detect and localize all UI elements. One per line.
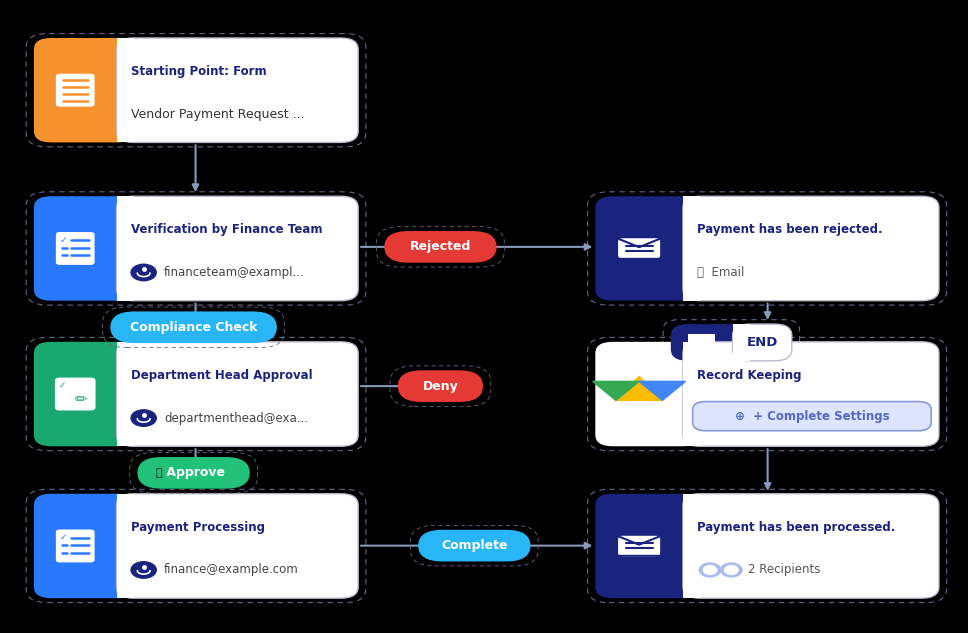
Bar: [733, 324, 750, 361]
Text: ✓: ✓: [60, 533, 67, 542]
FancyBboxPatch shape: [55, 377, 96, 411]
Text: departmenthead@exa...: departmenthead@exa...: [164, 411, 308, 425]
Text: 🔗  Email: 🔗 Email: [698, 266, 744, 279]
Text: 2 Recipients: 2 Recipients: [748, 563, 820, 577]
Text: Deny: Deny: [423, 380, 458, 392]
FancyBboxPatch shape: [619, 536, 659, 556]
Polygon shape: [592, 381, 639, 401]
FancyBboxPatch shape: [56, 529, 95, 562]
Bar: [683, 196, 701, 301]
FancyBboxPatch shape: [137, 457, 250, 489]
FancyBboxPatch shape: [56, 74, 95, 106]
FancyBboxPatch shape: [34, 494, 134, 598]
Circle shape: [721, 563, 742, 577]
Text: Payment has been processed.: Payment has been processed.: [698, 521, 895, 534]
FancyBboxPatch shape: [693, 401, 931, 430]
Text: Starting Point: Form: Starting Point: Form: [131, 65, 267, 78]
Text: END: END: [746, 336, 778, 349]
Text: Complete: Complete: [441, 539, 507, 552]
Polygon shape: [616, 376, 662, 401]
Circle shape: [131, 561, 156, 578]
FancyBboxPatch shape: [595, 494, 701, 598]
FancyBboxPatch shape: [683, 342, 939, 446]
FancyBboxPatch shape: [398, 370, 483, 402]
FancyBboxPatch shape: [733, 324, 792, 361]
Bar: [683, 494, 701, 598]
Text: 🌿: 🌿: [155, 468, 162, 478]
Polygon shape: [618, 379, 660, 399]
FancyBboxPatch shape: [619, 239, 659, 258]
FancyBboxPatch shape: [116, 196, 358, 301]
Bar: [683, 342, 701, 446]
FancyBboxPatch shape: [34, 196, 134, 301]
Circle shape: [131, 264, 156, 280]
Text: Department Head Approval: Department Head Approval: [131, 369, 313, 382]
Text: finance@example.com: finance@example.com: [164, 563, 299, 577]
Text: Verification by Finance Team: Verification by Finance Team: [131, 223, 322, 236]
FancyBboxPatch shape: [116, 38, 358, 142]
Bar: [116, 494, 134, 598]
FancyBboxPatch shape: [56, 232, 95, 265]
FancyBboxPatch shape: [671, 324, 750, 361]
Text: ✓: ✓: [60, 235, 67, 245]
Bar: [116, 38, 134, 142]
FancyBboxPatch shape: [418, 530, 530, 561]
FancyBboxPatch shape: [384, 231, 497, 263]
Bar: [688, 334, 715, 351]
Text: Vendor Payment Request ...: Vendor Payment Request ...: [131, 108, 305, 121]
Text: ⊕  + Complete Settings: ⊕ + Complete Settings: [735, 410, 890, 423]
Text: Record Keeping: Record Keeping: [698, 369, 802, 382]
FancyBboxPatch shape: [683, 494, 939, 598]
FancyBboxPatch shape: [116, 342, 358, 446]
FancyBboxPatch shape: [110, 311, 277, 343]
FancyBboxPatch shape: [34, 38, 134, 142]
Circle shape: [700, 563, 721, 577]
Text: Rejected: Rejected: [409, 241, 471, 253]
Bar: [116, 196, 134, 301]
Text: financeteam@exampl...: financeteam@exampl...: [164, 266, 305, 279]
Text: Compliance Check: Compliance Check: [130, 321, 257, 334]
FancyBboxPatch shape: [595, 342, 701, 446]
FancyBboxPatch shape: [34, 342, 134, 446]
Circle shape: [704, 565, 717, 574]
Text: ✏: ✏: [75, 392, 87, 406]
Text: Approve: Approve: [162, 467, 226, 479]
FancyBboxPatch shape: [595, 196, 701, 301]
FancyBboxPatch shape: [683, 196, 939, 301]
Bar: [116, 342, 134, 446]
Circle shape: [725, 565, 739, 574]
Circle shape: [131, 410, 156, 426]
Text: ✓: ✓: [59, 381, 66, 391]
Text: Payment has been rejected.: Payment has been rejected.: [698, 223, 883, 236]
FancyBboxPatch shape: [116, 494, 358, 598]
Text: Payment Processing: Payment Processing: [131, 521, 265, 534]
Polygon shape: [639, 381, 685, 401]
